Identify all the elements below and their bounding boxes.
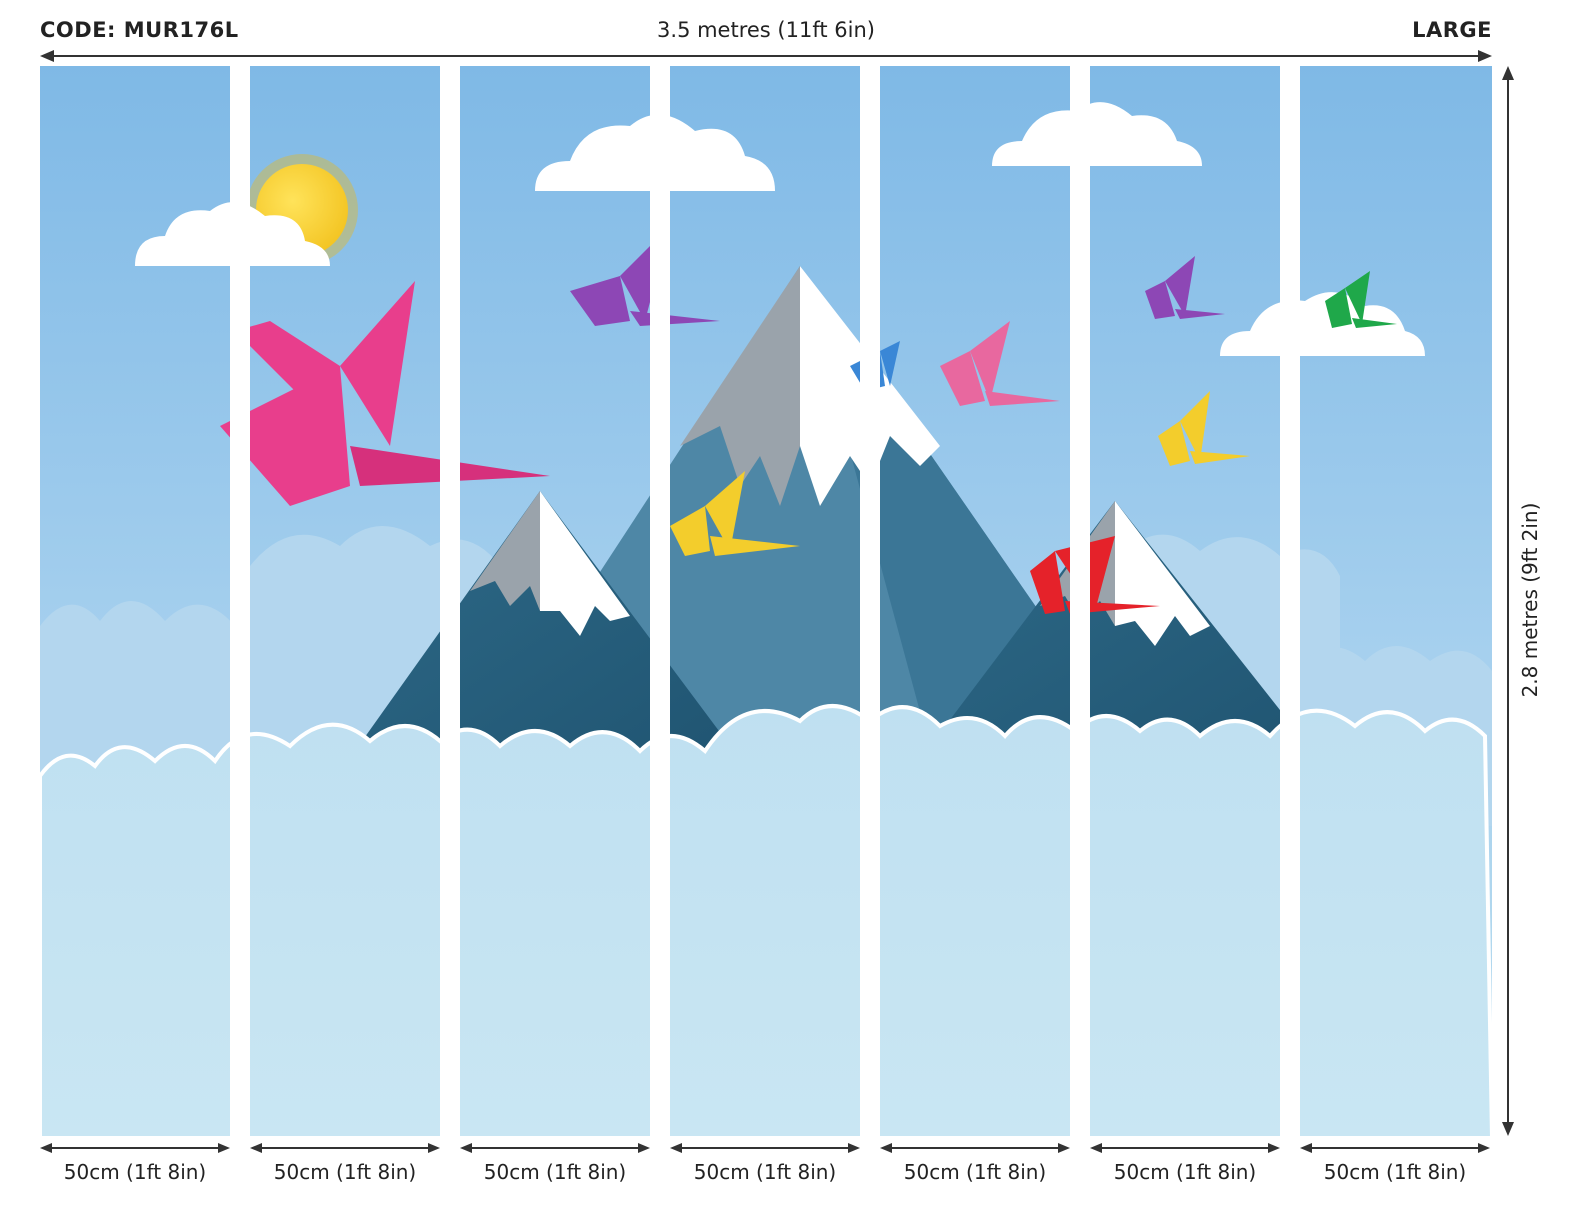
panel-dividers [230,66,1300,1138]
origami-crane-icon [1145,256,1225,319]
panel-width-arrow [670,1143,860,1153]
panel-width-2: 50cm (1ft 8in) [250,1140,440,1220]
panel-width-label: 50cm (1ft 8in) [1323,1160,1467,1184]
panel-width-label: 50cm (1ft 8in) [693,1160,837,1184]
panel-width-arrow [1300,1143,1490,1153]
size-label: LARGE [1412,18,1492,42]
origami-crane-icon [1158,391,1250,466]
panel-width-arrow [880,1143,1070,1153]
panel-width-3: 50cm (1ft 8in) [460,1140,650,1220]
panel-width-1: 50cm (1ft 8in) [40,1140,230,1220]
panel-width-labels: 50cm (1ft 8in) 50cm (1ft 8in) 50cm (1ft … [40,1140,1492,1220]
panel-width-arrow [460,1143,650,1153]
panel-width-5: 50cm (1ft 8in) [880,1140,1070,1220]
header: CODE: MUR176L 3.5 metres (11ft 6in) LARG… [40,18,1492,48]
panel-width-label: 50cm (1ft 8in) [483,1160,627,1184]
origami-crane-icon [670,471,800,556]
panel-width-7: 50cm (1ft 8in) [1300,1140,1490,1220]
width-dimension-arrow [40,50,1492,62]
panel-width-4: 50cm (1ft 8in) [670,1140,860,1220]
origami-crane-icon [940,321,1060,406]
height-label: 2.8 metres (9ft 2in) [1518,502,1542,698]
cloud-icon [1220,292,1425,356]
panel-width-6: 50cm (1ft 8in) [1090,1140,1280,1220]
mural-artwork [40,66,1492,1138]
panel-width-label: 50cm (1ft 8in) [273,1160,417,1184]
height-dimension-arrow [1502,66,1514,1136]
panel-width-arrow [1090,1143,1280,1153]
mural-preview [40,66,1492,1138]
cloud-icon [992,102,1202,166]
origami-crane-icon [220,281,550,506]
panel-width-arrow [250,1143,440,1153]
panel-width-label: 50cm (1ft 8in) [63,1160,207,1184]
cloud-bank [40,704,1492,1138]
origami-crane-icon [1325,271,1397,328]
total-width-label: 3.5 metres (11ft 6in) [657,18,875,42]
panel-width-label: 50cm (1ft 8in) [1113,1160,1257,1184]
panel-width-label: 50cm (1ft 8in) [903,1160,1047,1184]
product-code: CODE: MUR176L [40,18,239,42]
panel-width-arrow [40,1143,230,1153]
